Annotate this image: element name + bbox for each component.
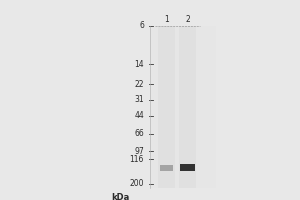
Bar (160, 165, 173, 171)
Text: 66: 66 (134, 129, 144, 138)
Text: 14: 14 (134, 60, 144, 69)
Text: 44: 44 (134, 111, 144, 120)
Text: 1: 1 (164, 15, 169, 23)
Text: 2: 2 (185, 15, 190, 23)
Bar (158, 26, 175, 188)
Text: 97: 97 (134, 147, 144, 156)
Text: 6: 6 (139, 21, 144, 30)
Text: kDa: kDa (111, 194, 129, 200)
Bar (150, 26, 216, 188)
Bar (179, 26, 196, 188)
Text: 31: 31 (134, 95, 144, 104)
Text: 116: 116 (130, 155, 144, 164)
Text: 22: 22 (134, 80, 144, 89)
Bar (180, 164, 195, 171)
Text: 200: 200 (130, 179, 144, 188)
